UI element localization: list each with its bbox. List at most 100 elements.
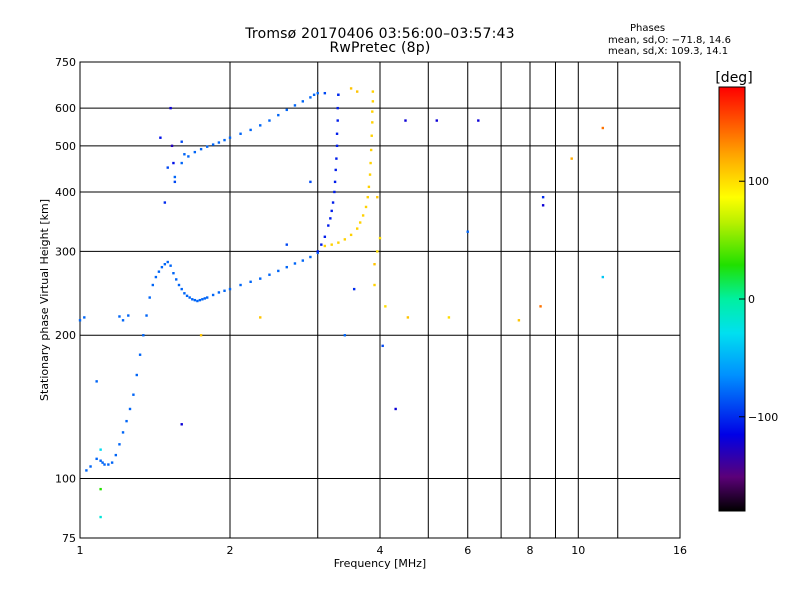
data-point bbox=[337, 93, 340, 96]
y-tick-label: 100 bbox=[55, 473, 76, 486]
data-point bbox=[367, 185, 371, 189]
data-point bbox=[259, 316, 262, 319]
data-point bbox=[329, 217, 332, 220]
data-point bbox=[145, 314, 148, 317]
data-point bbox=[327, 224, 330, 227]
data-point bbox=[352, 287, 356, 291]
data-point bbox=[180, 140, 183, 143]
data-point bbox=[172, 161, 175, 165]
data-point bbox=[285, 265, 288, 269]
data-point bbox=[166, 260, 169, 264]
x-axis-label: Frequency [MHz] bbox=[334, 557, 426, 570]
data-point bbox=[268, 119, 271, 122]
data-point bbox=[114, 453, 118, 457]
colorbar-tick-label: 0 bbox=[748, 293, 755, 306]
data-point bbox=[335, 132, 339, 135]
data-point bbox=[205, 296, 209, 299]
colorbar-ticks: −100 0 100 bbox=[739, 175, 778, 424]
data-point bbox=[373, 283, 376, 287]
data-point bbox=[376, 250, 379, 253]
x-tick-label: 6 bbox=[464, 544, 471, 557]
y-tick-label: 75 bbox=[62, 532, 76, 545]
data-point bbox=[95, 380, 98, 383]
data-point bbox=[175, 278, 178, 281]
data-point bbox=[378, 236, 382, 240]
data-point bbox=[601, 275, 605, 279]
data-point bbox=[358, 221, 362, 224]
y-axis-label: Stationary phase Virtual Height [km] bbox=[38, 199, 51, 401]
data-point bbox=[333, 190, 336, 194]
data-point bbox=[343, 334, 347, 337]
data-point bbox=[183, 153, 186, 156]
data-point bbox=[199, 334, 203, 337]
data-point bbox=[199, 147, 203, 151]
stats-x-mode: mean, sd,X: 109.3, 14.1 bbox=[608, 46, 729, 57]
data-point bbox=[118, 443, 121, 446]
data-point bbox=[323, 91, 327, 95]
y-axis-ticks: 75 100 200 300 400 500 600 750 bbox=[55, 56, 76, 545]
data-point bbox=[177, 283, 181, 287]
chart-subtitle: RwPretec (8p) bbox=[329, 40, 431, 56]
data-point bbox=[185, 294, 189, 298]
data-point bbox=[170, 144, 174, 148]
data-point bbox=[259, 277, 262, 280]
y-tick-label: 500 bbox=[55, 140, 76, 153]
data-point bbox=[110, 461, 114, 464]
plot-frame bbox=[79, 61, 681, 539]
data-point bbox=[183, 292, 186, 295]
data-point bbox=[404, 119, 407, 122]
data-point bbox=[293, 104, 297, 107]
data-point bbox=[166, 166, 169, 169]
y-tick-label: 300 bbox=[55, 245, 76, 258]
data-point bbox=[364, 205, 368, 209]
data-point bbox=[138, 353, 142, 356]
data-points bbox=[78, 87, 605, 519]
data-point bbox=[99, 459, 102, 462]
data-point bbox=[228, 287, 232, 291]
data-point bbox=[570, 157, 573, 160]
colorbar-tick-label: 100 bbox=[748, 175, 769, 188]
data-point bbox=[371, 100, 375, 103]
data-point bbox=[223, 138, 226, 142]
data-point bbox=[371, 110, 374, 113]
data-point bbox=[127, 314, 130, 317]
stats-heading: Phases bbox=[630, 23, 666, 34]
data-point bbox=[128, 407, 132, 411]
data-point bbox=[336, 106, 339, 110]
data-point bbox=[517, 319, 521, 322]
data-point bbox=[169, 264, 172, 267]
data-point bbox=[173, 175, 177, 179]
data-point bbox=[277, 113, 280, 117]
data-point bbox=[301, 259, 305, 262]
data-point bbox=[148, 296, 151, 299]
data-point bbox=[371, 121, 374, 124]
data-point bbox=[361, 214, 365, 217]
data-point bbox=[193, 150, 197, 154]
data-point bbox=[121, 319, 125, 322]
data-point bbox=[249, 280, 252, 283]
data-point bbox=[191, 298, 194, 301]
x-tick-label: 10 bbox=[571, 544, 585, 557]
data-point bbox=[187, 155, 190, 158]
gridlines bbox=[80, 62, 680, 538]
y-tick-label: 750 bbox=[55, 56, 76, 69]
data-point bbox=[163, 263, 167, 266]
data-point bbox=[193, 298, 197, 302]
data-point bbox=[83, 316, 86, 319]
data-point bbox=[336, 119, 339, 122]
x-axis-ticks: 1 2 4 6 8 10 16 bbox=[77, 544, 688, 557]
data-point bbox=[330, 209, 333, 213]
data-point bbox=[135, 373, 138, 377]
data-point bbox=[477, 119, 480, 122]
data-point bbox=[334, 168, 337, 172]
data-point bbox=[259, 124, 262, 127]
data-point bbox=[205, 145, 209, 148]
data-point bbox=[154, 275, 158, 279]
data-point bbox=[331, 201, 335, 204]
data-point bbox=[125, 419, 128, 423]
data-point bbox=[355, 227, 359, 230]
data-point bbox=[223, 289, 226, 292]
data-point bbox=[376, 195, 379, 199]
data-point bbox=[78, 319, 82, 322]
